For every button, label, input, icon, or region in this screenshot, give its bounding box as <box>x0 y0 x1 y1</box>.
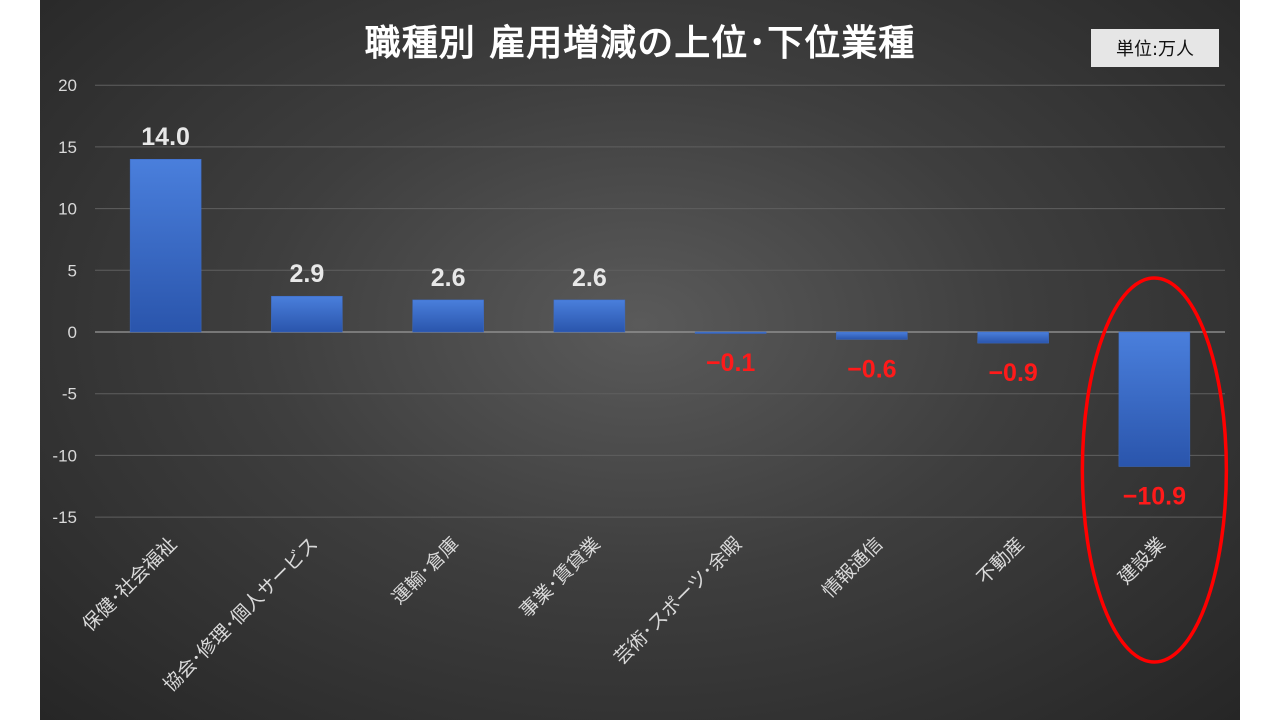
data-label: −0.9 <box>988 359 1037 387</box>
y-tick-label: 20 <box>58 76 77 95</box>
unit-badge: 単位:万人 <box>1091 29 1219 67</box>
highlight-annotation <box>1080 276 1229 664</box>
bar <box>129 158 202 333</box>
data-label: 2.6 <box>431 264 466 292</box>
highlight-ellipse <box>1080 276 1229 664</box>
y-tick-label: 0 <box>68 323 77 342</box>
bar-chart-svg: 14.0 2.9 2.6 2.6 −0.1 −0.6 −0.9 −10.9 20 15 10 5 0 -… <box>52 76 1229 696</box>
data-label: 2.6 <box>572 264 607 292</box>
bar <box>694 331 767 334</box>
bar <box>836 331 908 340</box>
bars <box>129 158 1191 467</box>
x-category-label: 事業･賃貸業 <box>515 533 604 622</box>
x-category-label: 芸術･スポーツ･余暇 <box>610 533 746 669</box>
bar <box>1118 331 1191 467</box>
data-label: 14.0 <box>141 123 190 151</box>
bar <box>553 299 626 333</box>
data-label: 2.9 <box>289 260 324 288</box>
y-tick-label: -15 <box>52 508 77 527</box>
data-labels: 14.0 2.9 2.6 2.6 −0.1 −0.6 −0.9 −10.9 <box>141 123 1186 510</box>
x-category-label: 協会･修理･個人サービス <box>159 533 322 696</box>
data-label: −0.1 <box>706 349 755 377</box>
x-category-label: 保健･社会福祉 <box>78 533 181 636</box>
bar <box>412 299 484 333</box>
chart-title: 職種別 雇用増減の上位･下位業種 <box>364 23 916 64</box>
x-category-label: 運輸･倉庫 <box>388 533 464 609</box>
chart-slide: 職種別 雇用増減の上位･下位業種 単位:万人 14.0 2.9 2.6 2.6 −0.1… <box>40 0 1240 720</box>
y-tick-label: 5 <box>68 261 77 280</box>
y-tick-label: 10 <box>58 200 77 219</box>
x-category-label: 情報通信 <box>818 533 887 602</box>
y-tick-label: 15 <box>58 138 77 157</box>
bar <box>977 331 1049 344</box>
data-label: −0.6 <box>847 355 896 383</box>
grid-lines <box>95 84 1225 518</box>
y-tick-label: -10 <box>52 446 77 465</box>
data-label: −10.9 <box>1123 483 1186 511</box>
y-tick-label: -5 <box>62 385 77 404</box>
x-category-label: 不動産 <box>973 533 1029 589</box>
bar <box>271 295 343 333</box>
x-category-label: 建設業 <box>1114 533 1170 589</box>
